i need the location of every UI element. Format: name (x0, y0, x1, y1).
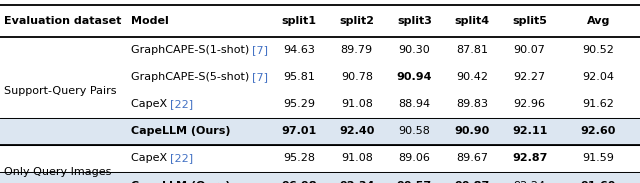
Text: GraphCAPE-S(5-shot): GraphCAPE-S(5-shot) (131, 72, 252, 82)
Text: [7]: [7] (252, 45, 268, 55)
Text: Model: Model (131, 16, 168, 26)
Text: 90.52: 90.52 (582, 45, 614, 55)
Text: [22]: [22] (170, 154, 193, 163)
Text: 92.60: 92.60 (580, 126, 616, 136)
Text: split1: split1 (282, 16, 317, 26)
Text: 90.57: 90.57 (397, 181, 432, 183)
Text: 90.78: 90.78 (341, 72, 372, 82)
Text: 89.79: 89.79 (340, 45, 373, 55)
Text: 90.87: 90.87 (454, 181, 490, 183)
Text: [7]: [7] (252, 72, 268, 82)
Text: 92.24: 92.24 (513, 181, 546, 183)
Text: CapeLLM (Ours): CapeLLM (Ours) (131, 181, 230, 183)
Text: CapeLLM (Ours): CapeLLM (Ours) (131, 126, 230, 136)
Text: 92.04: 92.04 (582, 72, 614, 82)
Text: GraphCAPE-S(1-shot): GraphCAPE-S(1-shot) (131, 45, 252, 55)
Text: split3: split3 (397, 16, 432, 26)
Bar (0, 172, 640, 183)
Text: CapeX: CapeX (131, 154, 170, 163)
Text: [22]: [22] (170, 99, 193, 109)
Text: 96.98: 96.98 (282, 181, 317, 183)
Text: 95.28: 95.28 (284, 154, 316, 163)
Text: Support-Query Pairs: Support-Query Pairs (4, 86, 116, 96)
Text: 91.59: 91.59 (582, 154, 614, 163)
Text: 92.87: 92.87 (512, 154, 547, 163)
Text: 97.01: 97.01 (282, 126, 317, 136)
Text: 92.34: 92.34 (339, 181, 374, 183)
Text: Avg: Avg (587, 16, 610, 26)
Text: 91.08: 91.08 (341, 154, 372, 163)
Text: 91.60: 91.60 (580, 181, 616, 183)
Bar (0, 118, 640, 145)
Text: split5: split5 (512, 16, 547, 26)
Text: 90.90: 90.90 (454, 126, 490, 136)
Text: 89.67: 89.67 (456, 154, 488, 163)
Text: Only Query Images: Only Query Images (4, 167, 111, 177)
Text: split4: split4 (454, 16, 490, 26)
Text: 90.58: 90.58 (399, 126, 430, 136)
Text: 95.81: 95.81 (284, 72, 315, 82)
Text: 89.83: 89.83 (456, 99, 488, 109)
Text: Evaluation dataset: Evaluation dataset (4, 16, 121, 26)
Text: 92.40: 92.40 (339, 126, 374, 136)
Text: 94.63: 94.63 (284, 45, 315, 55)
Text: 92.27: 92.27 (513, 72, 546, 82)
Text: split2: split2 (339, 16, 374, 26)
Text: 91.62: 91.62 (582, 99, 614, 109)
Text: 90.07: 90.07 (514, 45, 545, 55)
Text: 95.29: 95.29 (284, 99, 316, 109)
Text: 92.11: 92.11 (512, 126, 547, 136)
Text: 87.81: 87.81 (456, 45, 488, 55)
Text: 88.94: 88.94 (398, 99, 431, 109)
Text: 91.08: 91.08 (341, 99, 372, 109)
Text: 90.94: 90.94 (397, 72, 432, 82)
Text: 90.42: 90.42 (456, 72, 488, 82)
Text: 90.30: 90.30 (399, 45, 430, 55)
Text: 89.06: 89.06 (399, 154, 430, 163)
Text: CapeX: CapeX (131, 99, 170, 109)
Text: 92.96: 92.96 (514, 99, 545, 109)
